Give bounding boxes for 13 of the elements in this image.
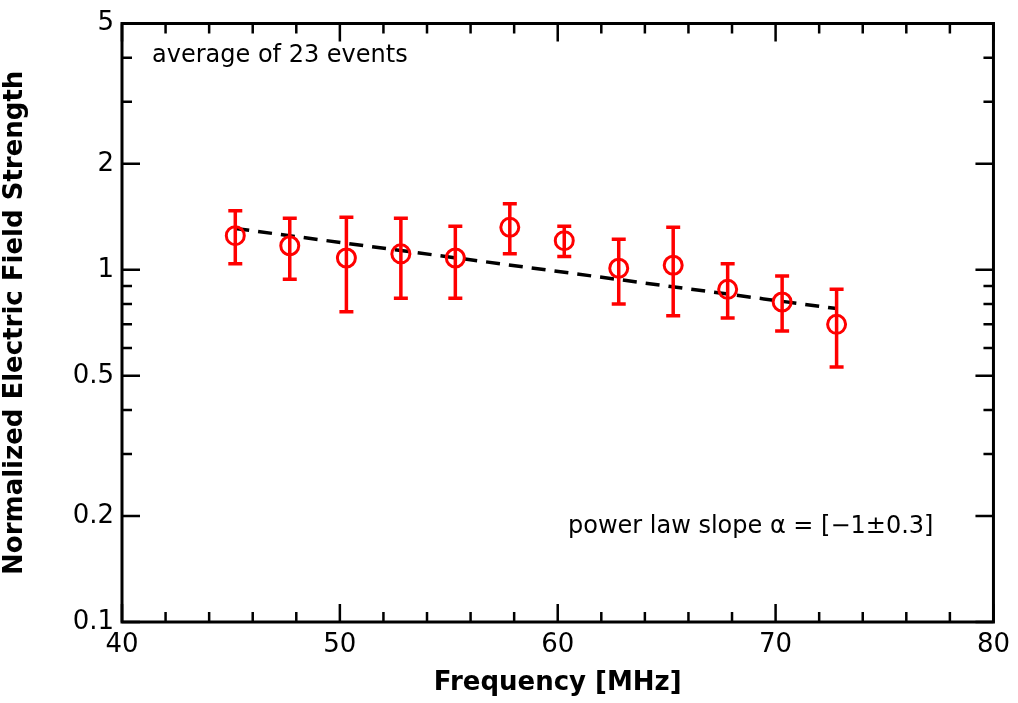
annotation: average of 23 events: [152, 39, 408, 68]
y-tick-label: 0.2: [72, 498, 114, 529]
y-axis-title: Normalized Electric Field Strength: [0, 70, 29, 575]
x-axis-title: Frequency [MHz]: [433, 666, 682, 697]
y-tick-label: 2: [97, 146, 114, 177]
x-tick-label: 70: [759, 628, 793, 659]
y-tick-label: 1: [97, 252, 114, 283]
x-tick-label: 80: [976, 628, 1010, 659]
y-tick-label: 5: [97, 6, 114, 37]
y-tick-label: 0.5: [72, 358, 114, 389]
x-tick-label: 50: [323, 628, 357, 659]
annotation: power law slope α = [−1±0.3]: [567, 511, 934, 540]
x-tick-label: 60: [541, 628, 575, 659]
